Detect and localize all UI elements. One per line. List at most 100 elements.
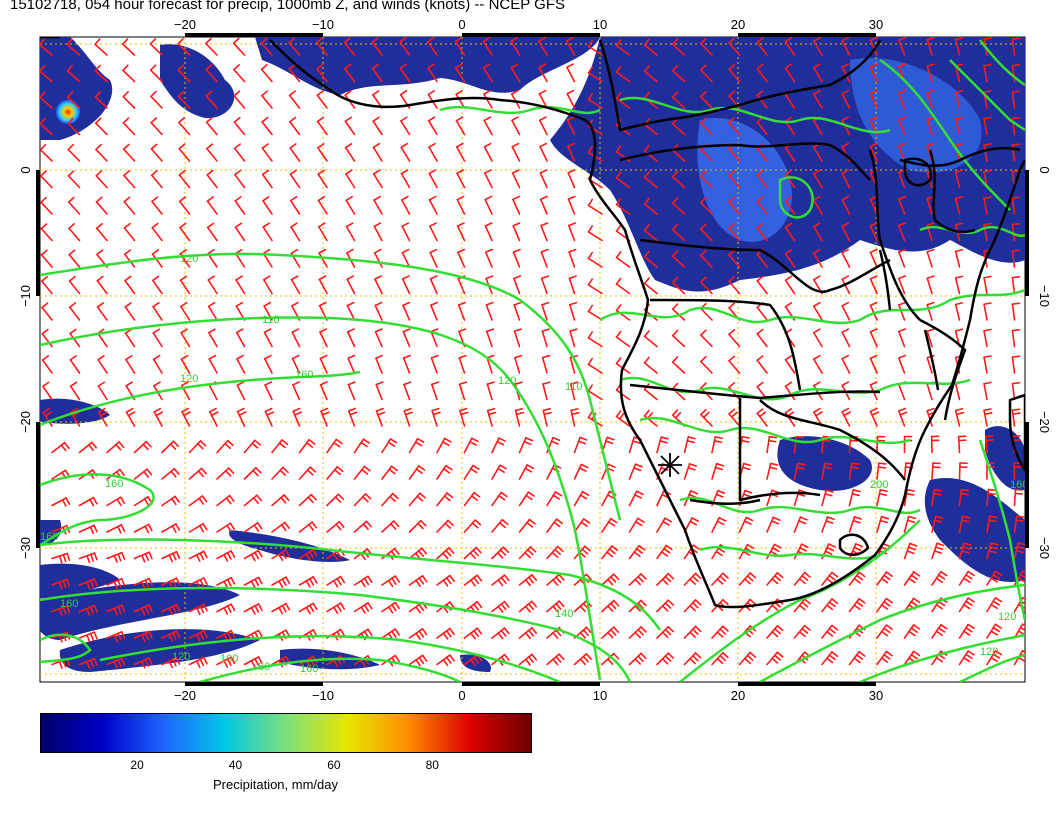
wind-barb	[41, 275, 53, 295]
wind-barb	[208, 354, 218, 374]
wind-barb	[615, 198, 631, 215]
wind-barb	[512, 222, 521, 242]
lat-tick-label-right: −30	[1037, 537, 1052, 559]
wind-barb	[784, 37, 796, 56]
wind-barb	[51, 578, 71, 590]
wind-barb	[541, 301, 550, 321]
wind-barb	[876, 624, 893, 639]
contour-line	[40, 633, 92, 664]
wind-barb	[813, 63, 823, 83]
wind-barb	[958, 650, 975, 666]
wind-barb	[298, 521, 318, 533]
wind-barb	[346, 328, 356, 348]
wind-barb	[573, 490, 590, 507]
wind-barb	[821, 598, 839, 613]
wind-barb	[236, 354, 246, 374]
wind-barb	[1013, 515, 1025, 533]
wind-barb	[683, 463, 698, 480]
wind-barb	[485, 301, 494, 321]
wind-barb	[784, 116, 796, 136]
wind-barb	[813, 89, 823, 109]
contour-label: 120	[180, 373, 198, 385]
wind-barb	[436, 464, 453, 480]
wind-barb	[841, 328, 851, 348]
wind-barb	[671, 64, 686, 83]
contour-line	[879, 58, 1011, 211]
contour-line	[40, 370, 361, 427]
wind-barb	[542, 381, 551, 401]
wind-barb	[643, 65, 658, 83]
lat-tick-label-right: −10	[1037, 285, 1052, 307]
wind-barb	[78, 604, 98, 616]
contour-line	[699, 545, 881, 560]
contour-line	[439, 105, 601, 115]
wind-barb	[428, 169, 438, 189]
wind-barb	[78, 631, 98, 643]
wind-barb	[381, 492, 399, 507]
wind-barb	[643, 38, 658, 56]
wind-barb	[1011, 328, 1021, 348]
wind-barb	[180, 328, 191, 348]
border-line	[899, 146, 1021, 167]
wind-barb	[954, 37, 964, 56]
wind-barb	[876, 571, 893, 586]
wind-barb	[233, 90, 246, 109]
contour-line	[778, 176, 814, 219]
wind-barb	[381, 465, 399, 480]
wind-barb	[491, 491, 508, 507]
wind-barb	[615, 171, 631, 189]
precip-area-north-1	[160, 44, 235, 119]
wind-barb	[628, 652, 647, 666]
wind-barb	[122, 143, 136, 162]
wind-barb	[233, 64, 246, 83]
wind-barb	[317, 169, 328, 189]
wind-barb	[898, 354, 907, 374]
contour-label: 160	[105, 478, 123, 490]
wind-barb	[381, 438, 398, 454]
wind-barb	[152, 328, 163, 348]
wind-barb	[568, 275, 577, 295]
wind-barb	[958, 542, 972, 560]
wind-barb	[821, 651, 839, 666]
wind-barb	[96, 275, 108, 295]
wind-barb	[319, 328, 328, 348]
wind-barb	[615, 65, 631, 83]
wind-barb	[821, 462, 833, 480]
wind-barb	[983, 143, 992, 162]
wind-barb	[232, 37, 246, 56]
wind-barb	[869, 37, 878, 56]
border-line	[619, 142, 831, 162]
contour-line	[40, 538, 662, 631]
wind-barb	[983, 275, 992, 295]
wind-barb	[326, 602, 346, 615]
wind-barb	[431, 407, 441, 427]
wind-barb	[40, 91, 53, 109]
wind-barb	[188, 440, 207, 454]
wind-barb	[848, 462, 860, 480]
wind-barb	[869, 89, 878, 109]
wind-barb	[188, 603, 208, 616]
wind-barb	[371, 63, 383, 83]
wind-barb	[233, 143, 246, 162]
wind-barb	[374, 328, 383, 348]
wind-barb	[179, 222, 191, 242]
wind-barb	[683, 652, 702, 666]
wind-barb	[628, 599, 647, 613]
wind-barb	[123, 196, 136, 215]
wind-barb	[983, 302, 992, 321]
wind-barb	[700, 223, 713, 242]
wind-barb	[430, 381, 440, 401]
wind-barb	[766, 516, 781, 533]
wind-barb	[181, 407, 191, 427]
wind-barb	[106, 578, 126, 590]
coastlines-and-borders	[40, 37, 1025, 609]
wind-barb	[958, 570, 975, 586]
wind-barb	[898, 407, 908, 427]
wind-barb	[671, 276, 686, 295]
frame-segment	[36, 422, 40, 548]
contour-label: 110	[262, 314, 280, 326]
contour-line	[679, 496, 921, 515]
wind-barb	[926, 116, 935, 136]
wind-barb	[429, 222, 438, 242]
wind-barb	[436, 547, 455, 560]
